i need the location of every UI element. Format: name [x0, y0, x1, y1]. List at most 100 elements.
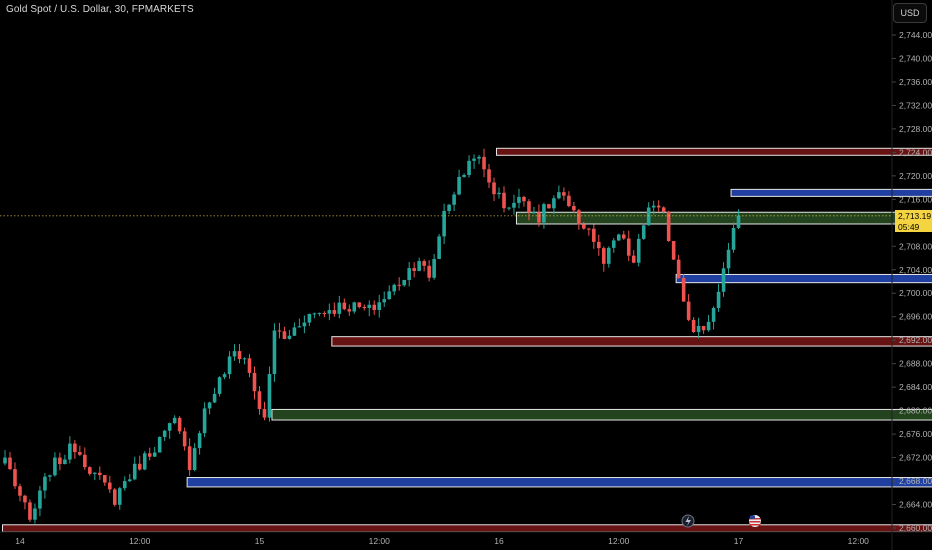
candle: [402, 279, 406, 287]
us-flag-event-icon[interactable]: [749, 515, 761, 527]
candle: [497, 187, 501, 199]
candle: [611, 237, 616, 253]
candle: [477, 154, 481, 165]
candle: [572, 201, 576, 214]
candle: [3, 450, 7, 466]
price-tick-label: 2,680.00: [899, 406, 932, 416]
candle: [252, 366, 257, 400]
candle: [332, 302, 337, 317]
candle: [162, 429, 167, 441]
candle: [317, 312, 322, 317]
candle: [232, 344, 237, 361]
candle: [367, 300, 372, 317]
candle: [691, 317, 696, 333]
candle: [147, 447, 152, 461]
last-price-tag: 2,713.19 05:49: [895, 210, 932, 232]
zone-support-5[interactable]: [271, 408, 932, 421]
time-tick-label: 17: [734, 536, 744, 546]
price-tick-label: 2,708.00: [899, 241, 932, 251]
zone-resistance-blue-1[interactable]: [730, 188, 932, 197]
price-tick-label: 2,676.00: [899, 429, 932, 439]
candle: [262, 401, 267, 421]
candle: [547, 203, 551, 209]
price-tick-label: 2,720.00: [899, 171, 932, 181]
candle: [13, 462, 17, 489]
candle: [512, 194, 516, 215]
candle: [447, 203, 451, 215]
candle: [327, 303, 332, 321]
candle: [88, 466, 92, 476]
candle: [731, 222, 736, 253]
candle: [736, 209, 741, 230]
zone-support-blue-3[interactable]: [675, 273, 932, 284]
candle: [716, 283, 721, 312]
candle: [297, 318, 302, 328]
candle: [68, 436, 72, 464]
symbol-title: Gold Spot / U.S. Dollar, 30, FPMARKETS: [6, 4, 194, 15]
price-tick-label: 2,740.00: [899, 53, 932, 63]
candle: [48, 474, 52, 482]
candle: [112, 487, 117, 507]
time-tick-label: 14: [15, 536, 25, 546]
candle: [93, 472, 97, 481]
candle: [422, 259, 426, 272]
candle: [482, 148, 486, 178]
price-tick-label: 2,668.00: [899, 476, 932, 486]
candle: [661, 206, 666, 214]
price-tick-label: 2,704.00: [899, 265, 932, 275]
zone-layer: [2, 147, 932, 533]
candle: [457, 169, 461, 196]
zone-support-blue-6[interactable]: [186, 477, 932, 488]
candle: [681, 274, 686, 302]
price-tick-label: 2,684.00: [899, 382, 932, 392]
candle: [377, 294, 382, 318]
candle: [537, 204, 541, 227]
candle: [676, 254, 681, 279]
candle: [671, 240, 676, 260]
candle: [641, 223, 646, 240]
time-axis[interactable]: 1412:001512:001612:001712:002012:002112:…: [0, 531, 932, 546]
candle: [392, 283, 397, 296]
candle: [567, 191, 571, 208]
zone-support-2[interactable]: [515, 211, 932, 225]
candle: [517, 188, 521, 209]
zone-resistance-7[interactable]: [2, 524, 932, 533]
time-tick-label: 12:00: [369, 536, 391, 546]
candle: [397, 277, 401, 291]
candle: [582, 221, 586, 230]
candle: [187, 438, 192, 476]
candle: [217, 376, 222, 397]
candle: [43, 472, 47, 499]
candle: [701, 325, 706, 334]
candle: [597, 234, 601, 256]
candle: [312, 312, 317, 319]
candle: [532, 206, 536, 214]
candle: [432, 253, 436, 280]
zone-resistance-4[interactable]: [331, 336, 932, 347]
candle: [626, 230, 631, 262]
candle: [302, 315, 307, 334]
candle: [277, 322, 282, 339]
candle: [237, 344, 242, 364]
price-tick-label: 2,672.00: [899, 453, 932, 463]
currency-selector[interactable]: USD: [893, 3, 927, 23]
candle: [142, 451, 147, 471]
candle: [487, 163, 491, 189]
price-tick-label: 2,732.00: [899, 100, 932, 110]
candle: [442, 203, 446, 245]
candle: [587, 227, 591, 236]
candle: [492, 177, 496, 202]
candle: [412, 262, 416, 278]
candle: [387, 285, 392, 300]
candle: [372, 300, 377, 315]
candle: [167, 422, 172, 439]
zone-resistance-0[interactable]: [496, 147, 932, 156]
candle: [177, 416, 182, 434]
candle: [152, 446, 157, 457]
event-markers[interactable]: [681, 514, 761, 528]
dividend-event-icon[interactable]: [681, 514, 695, 528]
candle: [78, 445, 82, 457]
candle: [137, 455, 142, 471]
candle: [382, 291, 387, 307]
